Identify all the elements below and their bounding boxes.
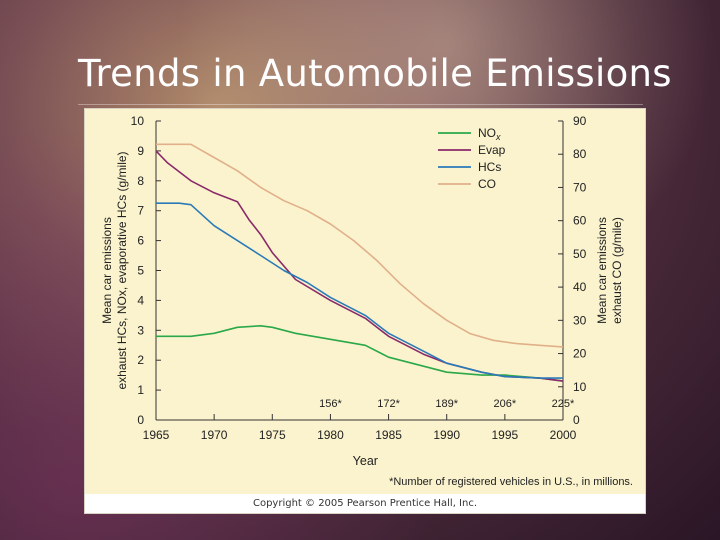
y-right-tick-label: 90 bbox=[573, 114, 587, 128]
y-right-tick-label: 40 bbox=[573, 280, 587, 294]
series-line-hcs bbox=[156, 202, 563, 379]
y-left-tick-label: 5 bbox=[137, 264, 144, 278]
vehicle-count-annotation: 206* bbox=[494, 398, 517, 410]
chart-labels: 156* 172* 189* 206* 225* Year *Number of regis… bbox=[100, 151, 633, 488]
series-line-co bbox=[156, 143, 564, 348]
x-tick-label: 1975 bbox=[259, 428, 286, 442]
vehicle-count-annotation: 225* bbox=[552, 398, 575, 410]
y-axis-right-title-line2: exhaust CO (g/mile) bbox=[610, 217, 624, 324]
series-line-evap bbox=[155, 150, 564, 382]
chart-lines bbox=[155, 143, 564, 382]
legend-label-hcs: HCs bbox=[478, 160, 501, 174]
y-left-tick-label: 1 bbox=[137, 383, 144, 397]
y-right-tick-label: 70 bbox=[573, 180, 587, 194]
chart-panel: 0 1 2 3 4 5 6 7 8 9 10 0 10 20 30 40 50 60 70 80 90 1965 1970 1… bbox=[84, 108, 646, 514]
y-right-tick-label: 10 bbox=[573, 380, 587, 394]
y-left-tick-label: 2 bbox=[137, 353, 144, 367]
title-divider bbox=[78, 104, 643, 105]
y-left-tick-label: 4 bbox=[137, 293, 144, 307]
y-right-tick-label: 80 bbox=[573, 147, 587, 161]
vehicle-count-annotation: 156* bbox=[319, 398, 342, 410]
slide-title: Trends in Automobile Emissions bbox=[78, 52, 672, 95]
x-tick-label: 1995 bbox=[492, 428, 519, 442]
legend-label-nox: NOx bbox=[478, 126, 501, 142]
y-right-tick-label: 50 bbox=[573, 247, 587, 261]
y-left-tick-label: 3 bbox=[137, 323, 144, 337]
y-axis-right-title: Mean car emissions exhaust CO (g/mile) bbox=[595, 217, 624, 324]
vehicle-count-annotation: 189* bbox=[435, 398, 458, 410]
series-line-nox bbox=[156, 325, 564, 382]
y-axis-left-title-line2: exhaust HCs, NOx, evaporative HCs (g/mil… bbox=[115, 151, 129, 389]
y-axis-right-title-line1: Mean car emissions bbox=[595, 217, 609, 324]
x-tick-label: 2000 bbox=[550, 428, 577, 442]
x-tick-label: 1990 bbox=[433, 428, 460, 442]
y-left-tick-label: 0 bbox=[137, 413, 144, 427]
chart-area: 0 1 2 3 4 5 6 7 8 9 10 0 10 20 30 40 50 60 70 80 90 1965 1970 1… bbox=[85, 109, 645, 494]
copyright-footer: Copyright © 2005 Pearson Prentice Hall, … bbox=[85, 494, 645, 513]
x-tick-label: 1965 bbox=[143, 428, 170, 442]
y-left-tick-label: 9 bbox=[137, 144, 144, 158]
y-left-tick-label: 8 bbox=[137, 174, 144, 188]
vehicle-count-annotation: 172* bbox=[377, 398, 400, 410]
x-tick-label: 1970 bbox=[201, 428, 228, 442]
y-right-tick-label: 0 bbox=[573, 413, 580, 427]
vehicle-count-note: *Number of registered vehicles in U.S., … bbox=[389, 476, 633, 488]
y-left-tick-label: 7 bbox=[137, 204, 144, 218]
y-right-tick-label: 20 bbox=[573, 347, 587, 361]
legend-label-co: CO bbox=[478, 177, 496, 191]
legend-label-evap: Evap bbox=[478, 143, 506, 157]
y-left-tick-label: 6 bbox=[137, 234, 144, 248]
x-tick-label: 1980 bbox=[317, 428, 344, 442]
x-axis-label: Year bbox=[353, 454, 378, 468]
y-axis-left-title: Mean car emissions exhaust HCs, NOx, evap… bbox=[100, 151, 129, 389]
y-left-tick-label: 10 bbox=[131, 114, 145, 128]
y-right-tick-label: 30 bbox=[573, 313, 587, 327]
chart-axes: 0 1 2 3 4 5 6 7 8 9 10 0 10 20 30 40 50 60 70 80 90 1965 1970 1… bbox=[131, 114, 587, 442]
x-tick-label: 1985 bbox=[375, 428, 402, 442]
y-axis-left-title-line1: Mean car emissions bbox=[100, 217, 114, 324]
y-right-tick-label: 60 bbox=[573, 214, 587, 228]
